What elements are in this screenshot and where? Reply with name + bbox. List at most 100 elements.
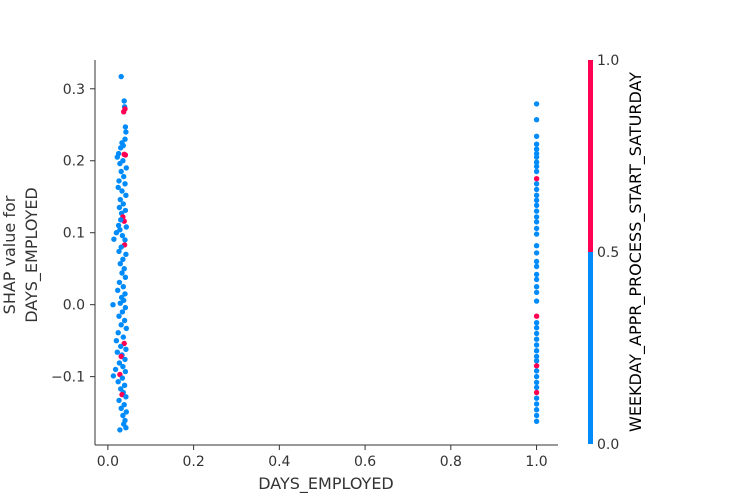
colorbar (588, 60, 593, 444)
x-tick-label: 1.0 (525, 454, 547, 470)
scatter-point (533, 101, 540, 107)
x-tick-label: 0.8 (440, 454, 462, 470)
y-tick-label: 0.3 (63, 82, 85, 98)
scatter-point (115, 330, 121, 336)
scatter-point (122, 136, 128, 142)
scatter-point (120, 412, 126, 419)
scatter-point (533, 133, 540, 139)
scatter-point (115, 184, 121, 191)
scatter-point (123, 325, 129, 332)
colorbar-ticks: 0.0 0.5 1.0 (597, 53, 619, 453)
scatter-point (114, 349, 121, 355)
scatter-point (533, 154, 540, 160)
scatter-point (118, 322, 124, 328)
colorbar-tick-label: 0.5 (597, 245, 619, 261)
scatter-point (116, 279, 123, 286)
scatter-point (533, 389, 540, 396)
scatter-point (121, 98, 127, 104)
scatter-point (117, 427, 123, 433)
scatter-point (119, 270, 125, 276)
scatter-point (122, 274, 129, 280)
scatter-point (533, 276, 540, 283)
scatter-point (533, 363, 540, 369)
scatter-point (117, 227, 123, 233)
y-tick-label: 0.2 (63, 154, 85, 170)
scatter-point (123, 129, 129, 135)
scatter-point (123, 394, 129, 400)
scatter-point (123, 251, 129, 257)
scatter-point (122, 304, 129, 311)
scatter-point (533, 330, 540, 337)
scatter-point (121, 317, 128, 324)
scatter-point (533, 298, 540, 304)
scatter-point (111, 236, 117, 242)
colorbar-label: WEEKDAY_APPR_PROCESS_START_SATURDAY (626, 72, 646, 432)
scatter-point (533, 141, 540, 147)
scatter-point (118, 168, 124, 175)
y-axis-label-line-1: SHAP value for (0, 195, 19, 314)
scatter-point (118, 73, 124, 80)
scatter-point (112, 366, 119, 373)
scatter-point (122, 368, 129, 375)
scatter-point (533, 208, 540, 214)
scatter-point (122, 291, 128, 297)
scatter-point (121, 402, 127, 408)
scatter-point (533, 313, 540, 319)
scatter-point (122, 207, 129, 214)
scatter-point (533, 186, 540, 193)
scatter-point (533, 250, 540, 256)
scatter-point (116, 397, 122, 404)
scatter-point (116, 204, 123, 211)
scatter-point (118, 405, 124, 411)
scatter-point (533, 219, 540, 225)
scatter-point (123, 165, 129, 171)
scatter-point (119, 375, 126, 381)
scatter-point (121, 173, 127, 180)
scatter-point (115, 379, 121, 385)
scatter-point (533, 168, 540, 175)
scatter-point (114, 154, 121, 160)
scatter-point (120, 201, 127, 207)
scatter-point (533, 353, 540, 360)
scatter-point (118, 353, 124, 360)
scatter-point (116, 248, 122, 255)
scatter-point (533, 243, 540, 249)
colorbar-tick-label: 1.0 (597, 53, 619, 69)
scatter-point (119, 232, 126, 239)
scatter-point (122, 106, 128, 112)
y-axis-ticks: −0.1 0.0 0.1 0.2 0.3 (51, 82, 95, 386)
scatter-point (533, 395, 540, 401)
scatter-point (533, 225, 540, 232)
scatter-point (533, 384, 540, 391)
y-tick-label: 0.1 (63, 226, 85, 242)
scatter-point (123, 224, 129, 230)
scatter-point (121, 382, 128, 388)
scatter-point (533, 336, 540, 342)
y-axis-label-line-2: DAYS_EMPLOYED (22, 187, 42, 323)
scatter-point (533, 117, 540, 123)
scatter-point (119, 309, 126, 315)
scatter-point (115, 287, 121, 293)
scatter-point (533, 258, 540, 265)
x-tick-label: 0.0 (97, 454, 119, 470)
scatter-point (120, 363, 126, 370)
scatter-point (121, 266, 127, 272)
scatter-point (120, 334, 127, 340)
scatter-point (123, 192, 129, 198)
x-axis-label: DAYS_EMPLOYED (258, 474, 394, 494)
x-tick-label: 0.2 (182, 454, 204, 470)
scatter-point (533, 368, 540, 374)
x-axis-ticks: 0.0 0.2 0.4 0.6 0.8 1.0 (97, 445, 548, 470)
scatter-point (113, 338, 120, 344)
scatter-point (118, 217, 124, 223)
scatter-points (110, 73, 540, 433)
scatter-point (120, 284, 127, 290)
scatter-point (118, 145, 124, 151)
scatter-point (533, 379, 540, 386)
scatter-point (116, 178, 122, 184)
scatter-point (533, 284, 540, 290)
scatter-point (533, 418, 540, 424)
scatter-point (120, 158, 126, 164)
scatter-point (533, 197, 540, 203)
